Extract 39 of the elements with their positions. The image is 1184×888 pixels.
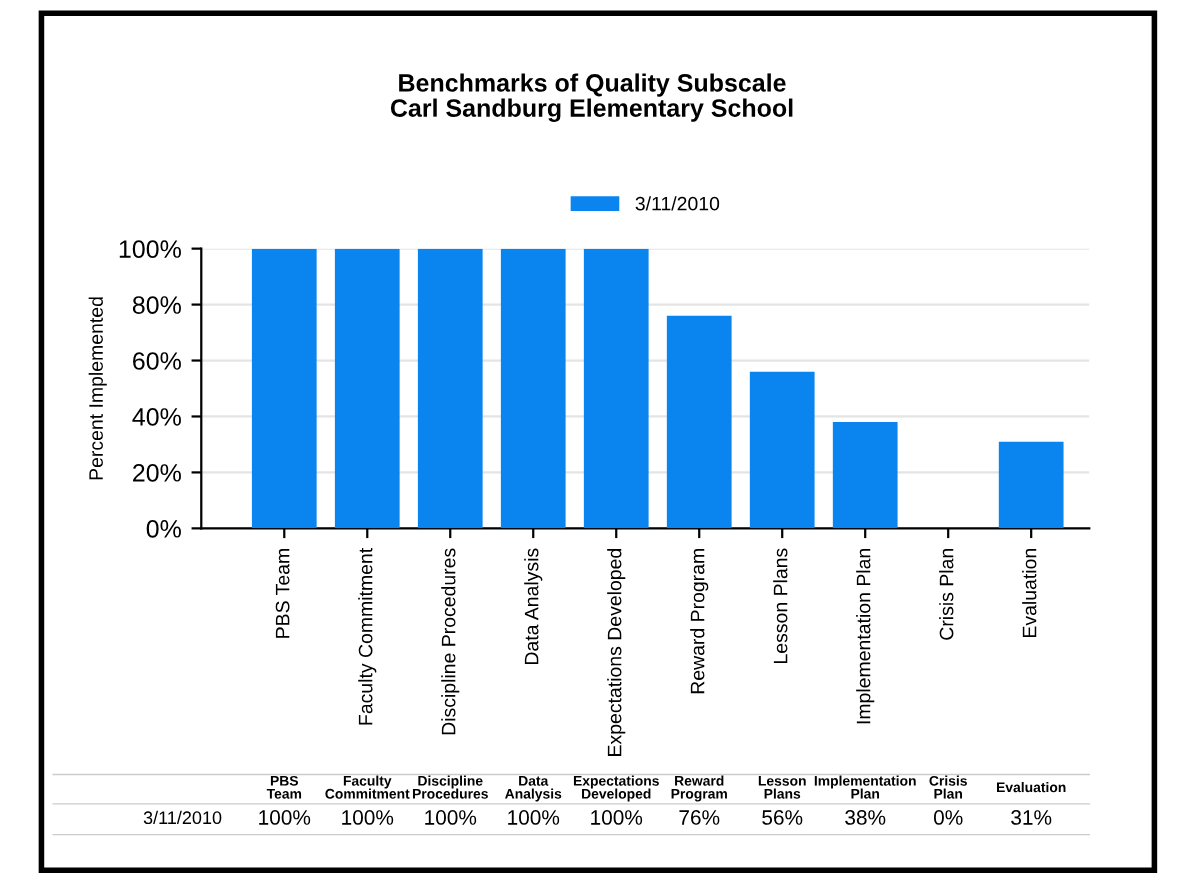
x-tick-label: Reward Program [690, 549, 709, 694]
data-label: 76% [679, 810, 720, 825]
bar [832, 422, 898, 529]
bar [500, 248, 566, 529]
data-label: 100% [591, 810, 643, 825]
x-tick-label: Crisis Plan [939, 549, 954, 640]
data-label: 56% [762, 810, 803, 825]
x-tick-label: PBS Team [275, 549, 290, 638]
bar [334, 248, 400, 529]
x-tick-label: Faculty Commitment [358, 547, 377, 725]
data-label: 100% [508, 810, 560, 825]
bar [998, 441, 1064, 529]
y-axis-title: Percent Implemented [88, 297, 107, 480]
text: 3/11/2010 [143, 810, 222, 825]
x-tick-label: Lesson Plans [773, 548, 788, 663]
y-tick-label: 0% [146, 519, 181, 538]
legend-label: 3/11/2010 [635, 196, 720, 211]
data-label: 100% [425, 810, 477, 825]
bar [583, 248, 649, 529]
y-tick-label: 20% [133, 464, 181, 482]
y-tick-label: 100% [119, 240, 181, 258]
y-tick-label: 80% [132, 296, 181, 314]
x-tick-label: Evaluation [1022, 549, 1037, 638]
x-tick-label: Implementation Plan [856, 549, 875, 724]
chart-title: Benchmarks of Quality Subscale Carl Sandburg Elementary School [390, 73, 793, 122]
data-label: 31% [1011, 810, 1052, 825]
data-label: 0% [933, 810, 963, 825]
x-tick-label: Data Analysis [524, 548, 543, 665]
x-tick-label: Discipline Procedures [441, 548, 460, 735]
y-tick-label: 60% [133, 352, 181, 370]
x-tick-label: Expectations Developed [607, 549, 626, 756]
bar [749, 371, 815, 529]
data-label: 100% [259, 810, 311, 825]
bar [251, 248, 317, 529]
data-label: 38% [845, 810, 886, 825]
bar [666, 315, 732, 529]
y-tick-label: 40% [132, 408, 181, 426]
data-label: 100% [342, 810, 394, 825]
bar [417, 248, 483, 529]
